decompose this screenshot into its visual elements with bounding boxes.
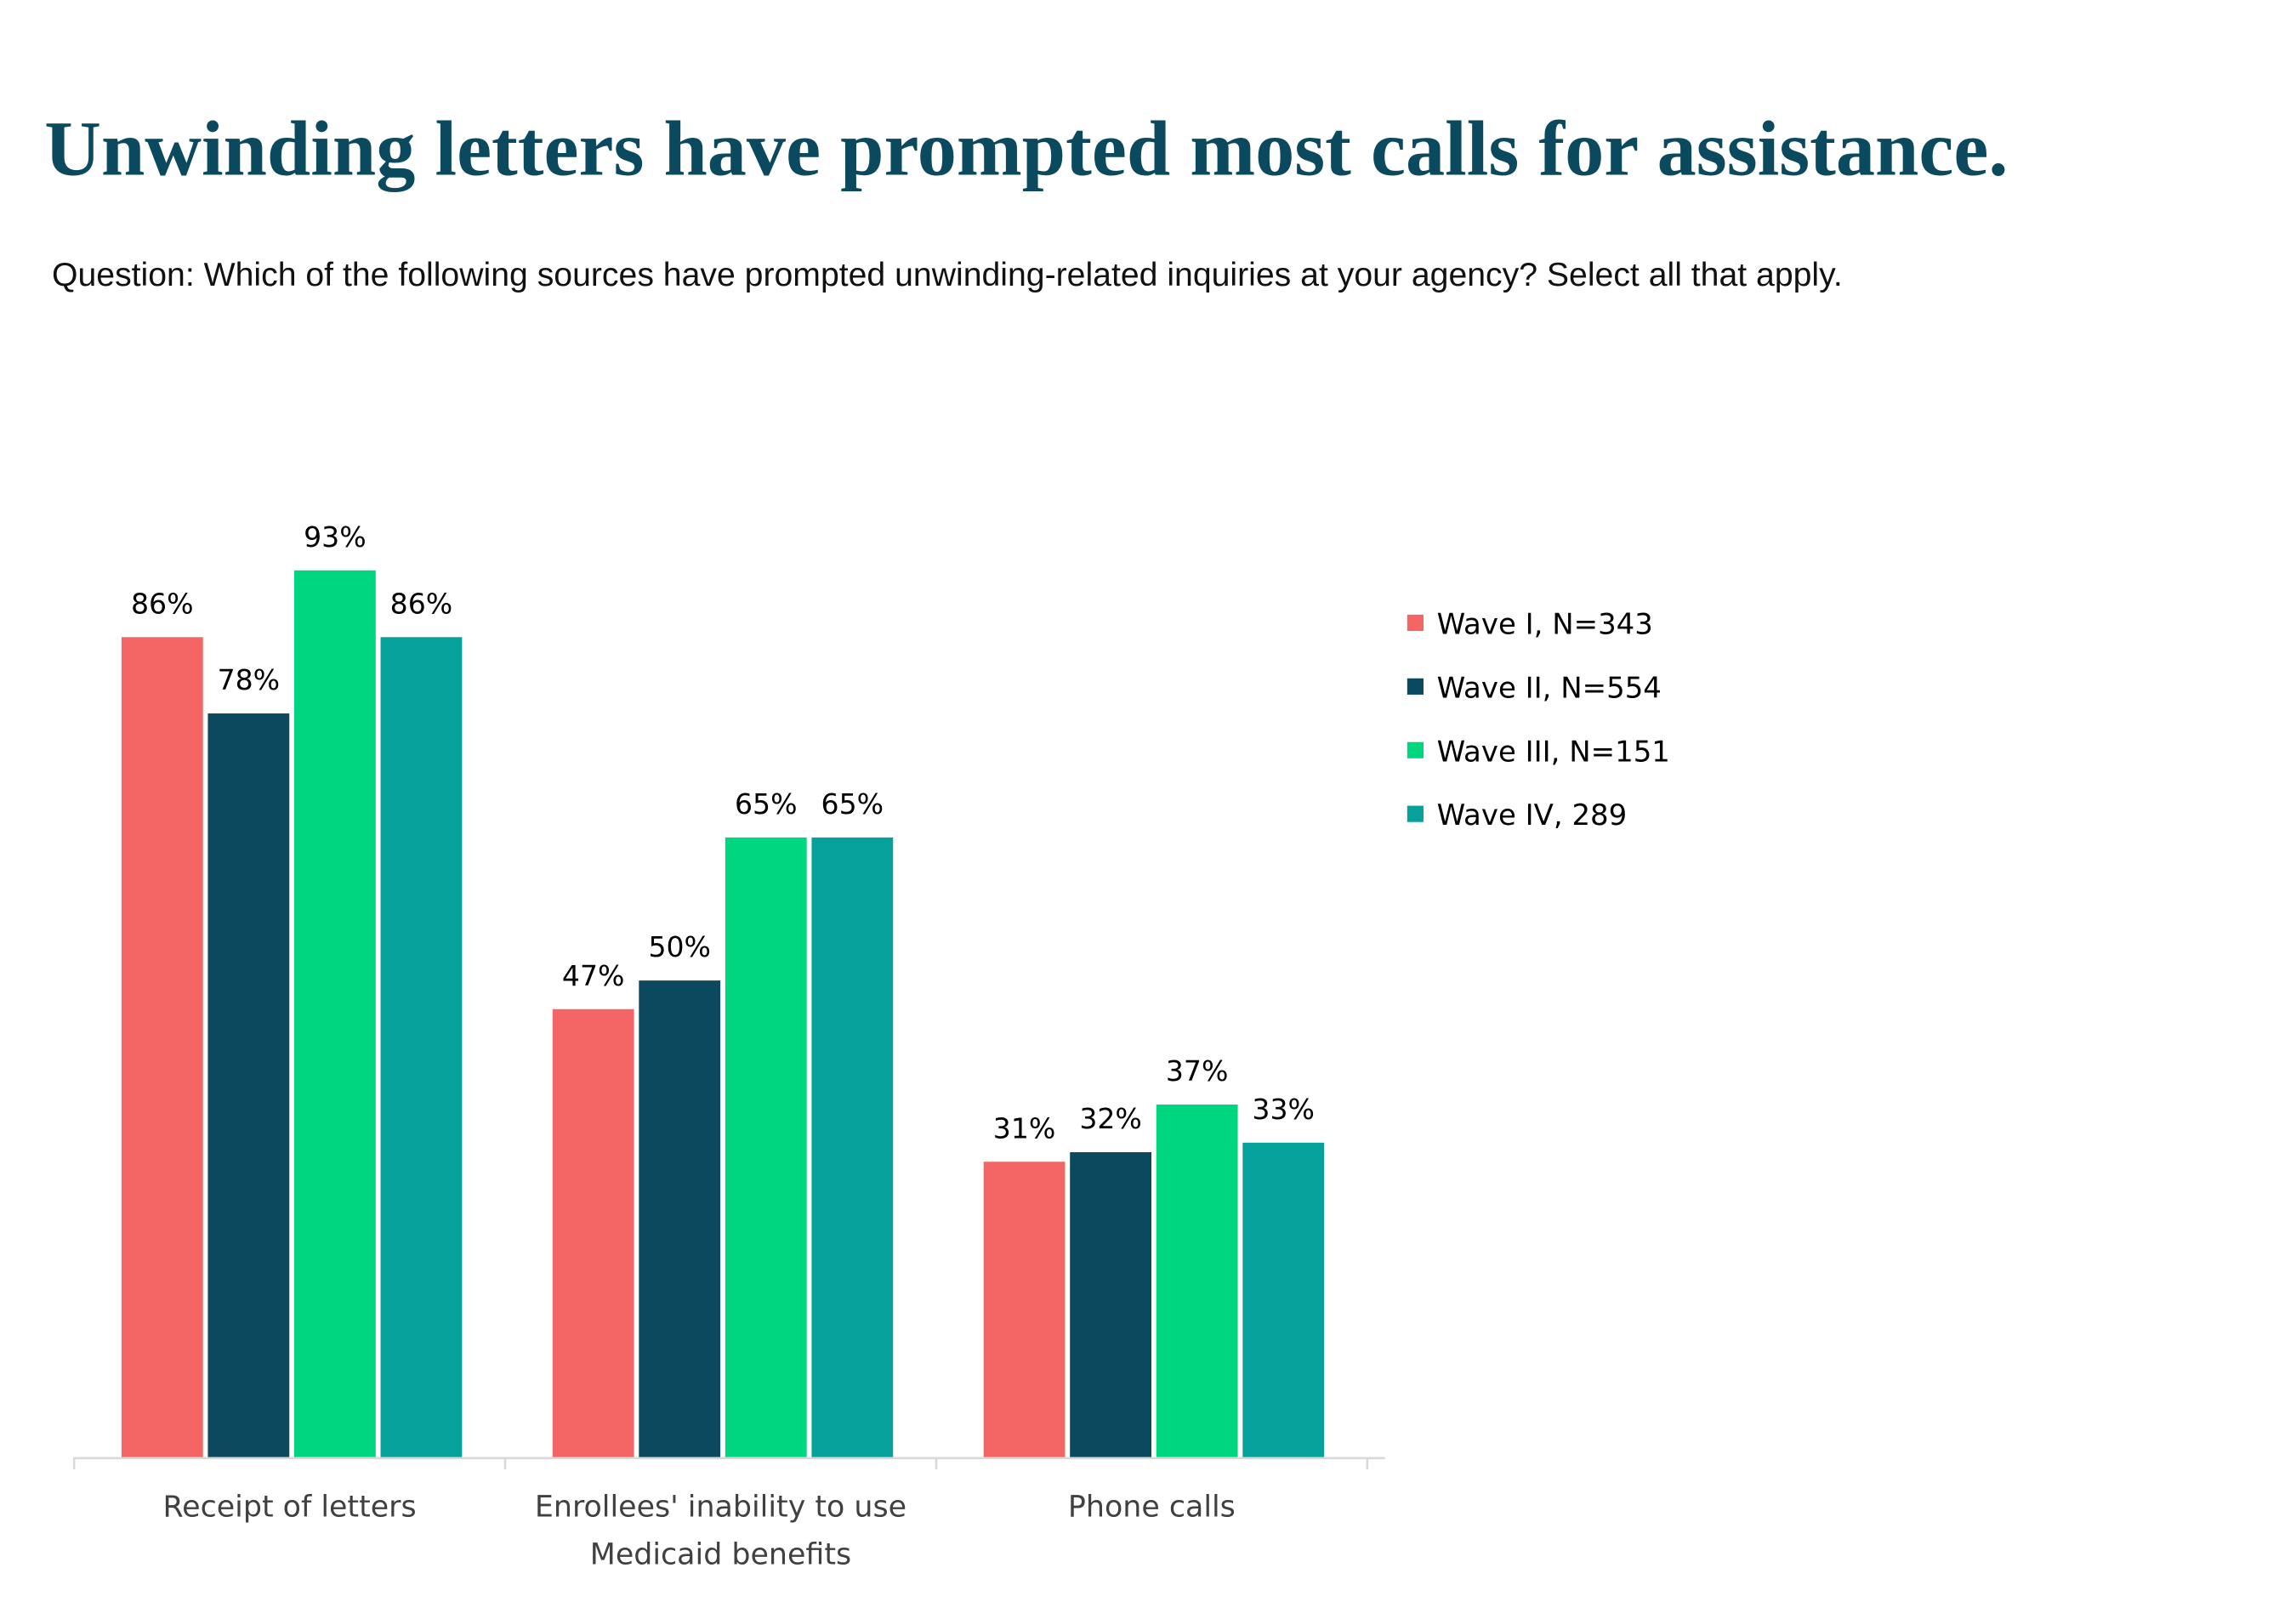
legend-swatch bbox=[1407, 614, 1424, 632]
bar bbox=[1242, 1142, 1325, 1457]
bar bbox=[639, 980, 721, 1457]
data-label: 78% bbox=[218, 663, 281, 696]
data-label: 86% bbox=[131, 587, 194, 620]
data-label: 65% bbox=[821, 787, 884, 821]
bars: 86% 78% 93% 86% 47% 50% 65% 65% 31% 32% 37% 33% bbox=[121, 520, 1325, 1457]
data-label: 37% bbox=[1166, 1054, 1229, 1088]
x-tick-label: Receipt of letters bbox=[163, 1491, 417, 1525]
data-label: 33% bbox=[1252, 1093, 1315, 1126]
x-axis: Receipt of letters Enrollees' inability t… bbox=[72, 1457, 1385, 1571]
legend-label: Wave II, N=554 bbox=[1437, 671, 1662, 705]
legend-swatch bbox=[1407, 741, 1424, 758]
bar bbox=[293, 570, 376, 1457]
bar bbox=[121, 637, 203, 1457]
legend: Wave I, N=343 Wave II, N=554 Wave III, N=1… bbox=[1407, 608, 1670, 832]
data-label: 50% bbox=[648, 930, 711, 963]
bar bbox=[725, 837, 807, 1457]
bar bbox=[207, 713, 290, 1457]
legend-swatch bbox=[1407, 678, 1424, 695]
data-label: 47% bbox=[562, 959, 625, 992]
bar bbox=[380, 637, 463, 1457]
bar bbox=[1070, 1152, 1152, 1457]
bar bbox=[811, 837, 894, 1457]
bar bbox=[552, 1008, 634, 1457]
data-label: 32% bbox=[1079, 1102, 1142, 1135]
chart-subtitle: Question: Which of the following sources… bbox=[52, 257, 1843, 293]
legend-label: Wave III, N=151 bbox=[1437, 735, 1670, 769]
legend-label: Wave IV, 289 bbox=[1437, 798, 1628, 832]
data-label: 65% bbox=[735, 787, 798, 821]
chart-title: Unwinding letters have prompted most cal… bbox=[44, 105, 2008, 192]
x-tick-label: Enrollees' inability to use bbox=[535, 1491, 906, 1525]
x-tick-label: Medicaid benefits bbox=[590, 1537, 851, 1571]
data-label: 31% bbox=[993, 1111, 1056, 1145]
data-label: 86% bbox=[390, 587, 453, 620]
x-tick-label: Phone calls bbox=[1068, 1491, 1236, 1525]
legend-label: Wave I, N=343 bbox=[1437, 608, 1653, 642]
bar bbox=[1156, 1104, 1238, 1457]
bar bbox=[983, 1162, 1066, 1457]
data-label: 93% bbox=[304, 520, 367, 554]
legend-swatch bbox=[1407, 805, 1424, 822]
